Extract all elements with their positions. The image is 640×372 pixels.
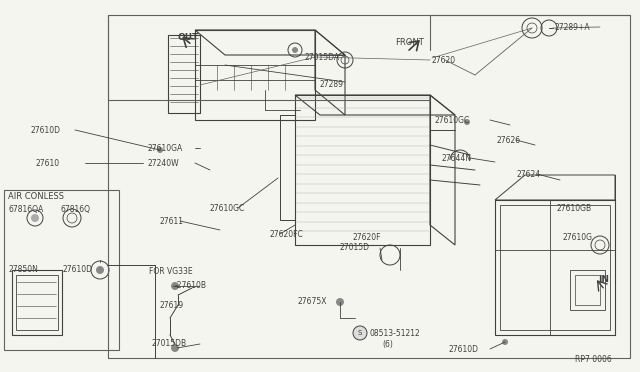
Circle shape xyxy=(464,119,470,125)
Text: 27620FC: 27620FC xyxy=(270,230,304,238)
Text: 27850N: 27850N xyxy=(8,266,38,275)
Text: 27624: 27624 xyxy=(517,170,541,179)
Bar xyxy=(495,200,615,335)
Text: FRONT: FRONT xyxy=(395,38,424,46)
Text: 27675X: 27675X xyxy=(298,298,328,307)
Bar xyxy=(16,275,58,330)
Bar xyxy=(4,190,119,350)
Bar xyxy=(570,270,605,310)
Text: 27610: 27610 xyxy=(35,158,59,167)
Text: 27610D: 27610D xyxy=(449,344,479,353)
Circle shape xyxy=(336,298,344,306)
Text: -27610B: -27610B xyxy=(175,282,207,291)
Text: 27610GC: 27610GC xyxy=(210,203,245,212)
Text: AIR CONLESS: AIR CONLESS xyxy=(8,192,64,201)
Text: 27610D: 27610D xyxy=(62,266,92,275)
Text: 08513-51212: 08513-51212 xyxy=(370,328,420,337)
Circle shape xyxy=(96,266,104,274)
Text: S: S xyxy=(358,330,362,336)
Circle shape xyxy=(171,344,179,352)
Bar xyxy=(575,275,600,305)
Bar xyxy=(195,30,315,120)
Text: 27620: 27620 xyxy=(432,55,456,64)
Bar xyxy=(295,95,430,245)
Text: 27289: 27289 xyxy=(320,80,344,89)
Text: 27619: 27619 xyxy=(160,301,184,310)
Text: IN: IN xyxy=(598,275,609,283)
Text: OUT: OUT xyxy=(178,32,200,42)
Bar xyxy=(500,205,610,330)
Text: 27015D: 27015D xyxy=(340,244,370,253)
Bar xyxy=(280,115,295,220)
Text: (6): (6) xyxy=(382,340,393,350)
Text: 27610G: 27610G xyxy=(563,232,593,241)
Text: 27644N: 27644N xyxy=(442,154,472,163)
Text: 27015DA: 27015DA xyxy=(305,52,340,61)
Text: 27240W: 27240W xyxy=(147,158,179,167)
Bar xyxy=(12,270,62,335)
Text: 67816Q: 67816Q xyxy=(60,205,90,214)
Circle shape xyxy=(353,326,367,340)
Text: FOR VG33E: FOR VG33E xyxy=(149,266,193,276)
Text: 27611: 27611 xyxy=(159,217,183,225)
Text: 27610GA: 27610GA xyxy=(147,144,182,153)
Circle shape xyxy=(31,214,39,222)
Circle shape xyxy=(292,47,298,53)
Text: 27610D: 27610D xyxy=(30,125,60,135)
Text: 27610GC: 27610GC xyxy=(435,115,470,125)
Text: RP7 0006: RP7 0006 xyxy=(575,355,612,363)
Bar xyxy=(168,35,200,113)
Text: 27015DB: 27015DB xyxy=(152,340,187,349)
Circle shape xyxy=(171,282,179,290)
Text: 27620F: 27620F xyxy=(353,232,381,241)
Text: 27610GB: 27610GB xyxy=(557,203,592,212)
Circle shape xyxy=(502,339,508,345)
Circle shape xyxy=(157,147,163,153)
Text: 27289+A: 27289+A xyxy=(555,22,591,32)
Text: 27626: 27626 xyxy=(497,135,521,144)
Text: 67816QA: 67816QA xyxy=(8,205,44,214)
